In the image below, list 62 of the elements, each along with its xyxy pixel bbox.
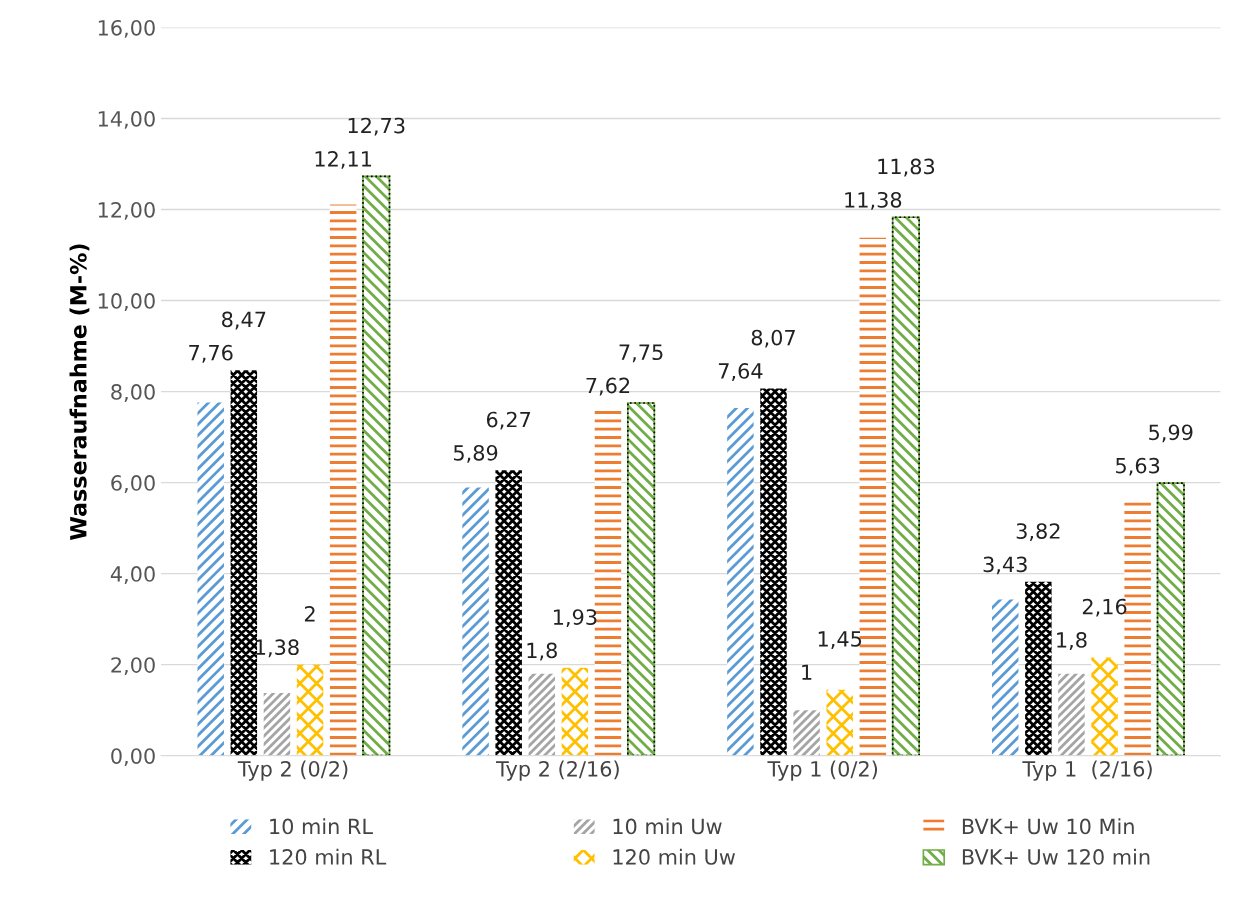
y-tick-label: 6,00	[111, 475, 155, 493]
y-tick-label: 14,00	[98, 110, 155, 129]
bar	[495, 470, 522, 756]
bar	[1091, 657, 1118, 756]
legend-label: 10 min Uw	[613, 818, 722, 835]
data-label: 7,76	[189, 344, 233, 363]
data-label: 1,8	[1057, 632, 1087, 650]
data-label: 11,38	[845, 191, 902, 210]
x-tick-label: Typ 2 (2/16)	[495, 760, 619, 781]
bar	[462, 487, 489, 756]
bar	[826, 689, 853, 756]
x-tick-label: Typ 2 (0/2)	[237, 760, 348, 781]
y-axis-title: Wasseraufnahme (M-%)	[69, 244, 90, 541]
legend-label: BVK+ Uw 10 Min	[962, 818, 1134, 835]
bar	[727, 407, 754, 756]
data-label: 5,89	[453, 444, 498, 463]
bar	[1058, 673, 1085, 756]
data-label: 11,83	[878, 158, 935, 177]
bar	[1025, 581, 1052, 756]
y-tick-label: 12,00	[98, 201, 155, 220]
data-label: 12,11	[315, 150, 372, 169]
bar	[528, 673, 556, 756]
data-label: 5,99	[1149, 424, 1193, 443]
y-tick-label: 4,00	[110, 566, 155, 584]
bar	[230, 370, 258, 756]
data-label: 1,8	[527, 642, 557, 661]
bar	[859, 237, 887, 756]
bar	[760, 388, 787, 756]
x-tick-label: Typ 1 (2/16)	[1022, 760, 1152, 781]
y-tick-label: 10,00	[98, 293, 155, 311]
data-label: 2	[304, 605, 315, 622]
data-label: 6,27	[486, 411, 531, 430]
data-label: 7,75	[619, 344, 663, 363]
y-tick-label: 16,00	[98, 19, 155, 38]
data-label: 8,07	[751, 329, 795, 348]
data-label: 7,64	[718, 363, 763, 381]
bar	[329, 204, 357, 756]
data-label: 3,43	[983, 556, 1027, 575]
y-tick-label: 8,00	[111, 384, 155, 402]
data-label: 1,38	[256, 639, 299, 658]
data-label: 1,93	[553, 609, 597, 628]
legend-label: 120 min RL	[270, 848, 387, 865]
data-label: 7,62	[586, 377, 630, 396]
bar	[296, 664, 324, 756]
y-tick-label: 0,00	[111, 748, 155, 767]
bar	[991, 599, 1019, 756]
data-label: 1,45	[818, 631, 862, 649]
bar	[793, 710, 820, 756]
data-label: 1	[802, 664, 812, 680]
bar	[561, 667, 589, 756]
data-label: 5,63	[1116, 457, 1160, 476]
legend-label: 120 min Uw	[613, 848, 735, 865]
bar	[197, 402, 224, 756]
legend-label: BVK+ Uw 120 min	[962, 848, 1150, 865]
x-tick-label: Typ 1 (0/2)	[767, 760, 878, 781]
legend-label: 10 min RL	[270, 818, 373, 835]
data-label: 2,16	[1082, 598, 1127, 617]
data-label: 12,73	[348, 117, 405, 136]
bar	[263, 692, 291, 756]
data-label: 8,47	[222, 311, 266, 330]
data-label: 3,82	[1016, 523, 1060, 542]
y-tick-label: 2,00	[111, 657, 155, 676]
